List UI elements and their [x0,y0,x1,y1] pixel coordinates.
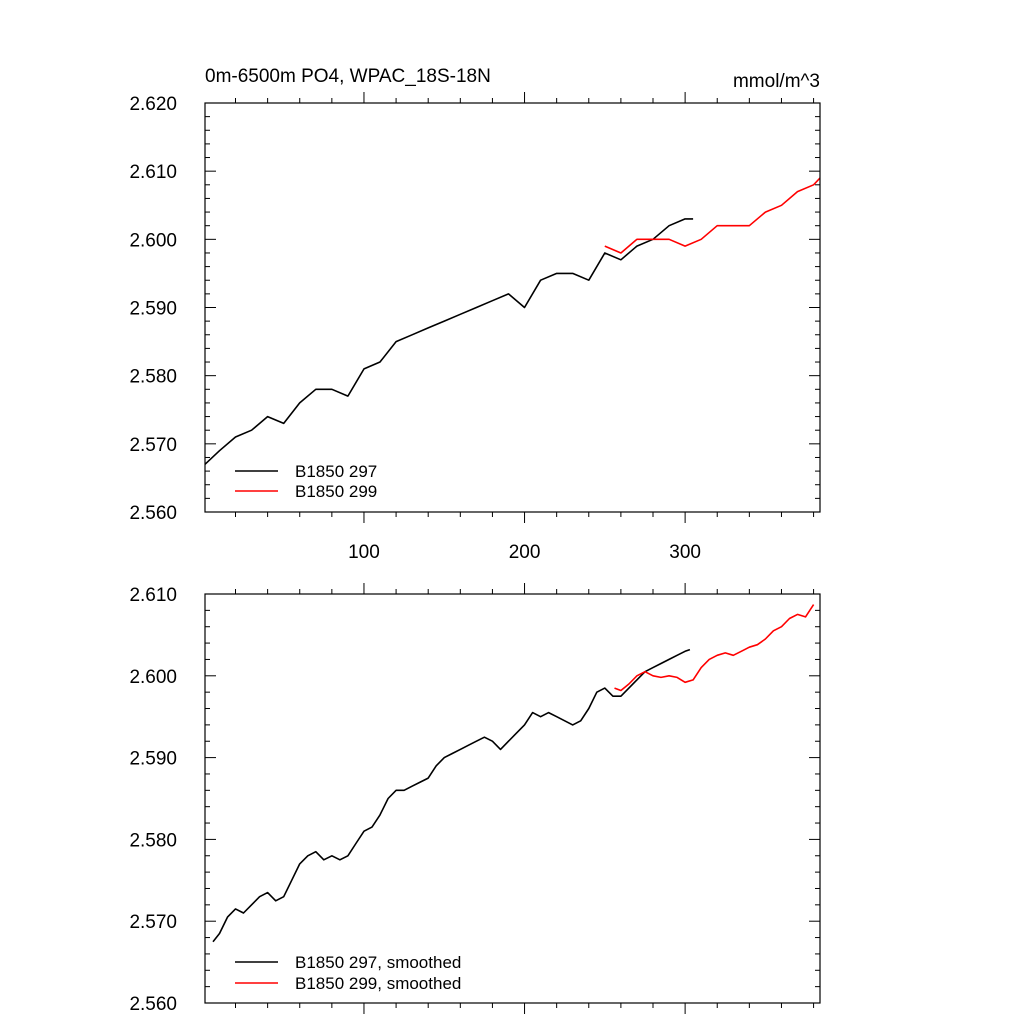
legend-label: B1850 299 [295,482,377,501]
legend-label: B1850 297 [295,462,377,481]
chart-title: 0m-6500m PO4, WPAC_18S-18N [205,66,491,87]
y-tick-label: 2.580 [129,367,177,388]
y-tick-label: 2.570 [129,435,177,456]
y-tick-label: 2.610 [129,162,177,183]
units-label: mmol/m^3 [733,71,820,92]
x-tick-label: 200 [509,542,541,563]
y-tick-label: 2.590 [129,749,177,770]
y-tick-label: 2.600 [129,667,177,688]
series-line [204,218,694,465]
x-tick-label: 100 [348,542,380,563]
legend: B1850 297 B1850 299 [235,462,377,501]
legend-label: B1850 299, smoothed [295,974,461,993]
x-tick-label: 300 [669,542,701,563]
series-line [212,648,691,943]
y-tick-label: 2.590 [129,299,177,320]
bottom-chart-panel: 2.560 2.570 2.580 2.590 2.600 2.610 B1850 297… [129,583,821,1015]
plot-frame [204,593,821,1004]
legend-label: B1850 297, smoothed [295,953,461,972]
y-tick-label: 2.560 [129,503,177,524]
legend: B1850 297, smoothed B1850 299, smoothed [235,953,461,993]
y-tick-label: 2.620 [129,94,177,115]
series-line [604,177,821,254]
y-tick-label: 2.600 [129,230,177,251]
series-line [614,604,815,692]
y-tick-label: 2.580 [129,830,177,851]
y-tick-label: 2.560 [129,994,177,1015]
top-chart-panel: 0m-6500m PO4, WPAC_18S-18N mmol/m^3 2.56… [129,66,821,563]
y-tick-label: 2.610 [129,585,177,606]
y-tick-label: 2.570 [129,912,177,933]
plot-frame [204,102,821,513]
